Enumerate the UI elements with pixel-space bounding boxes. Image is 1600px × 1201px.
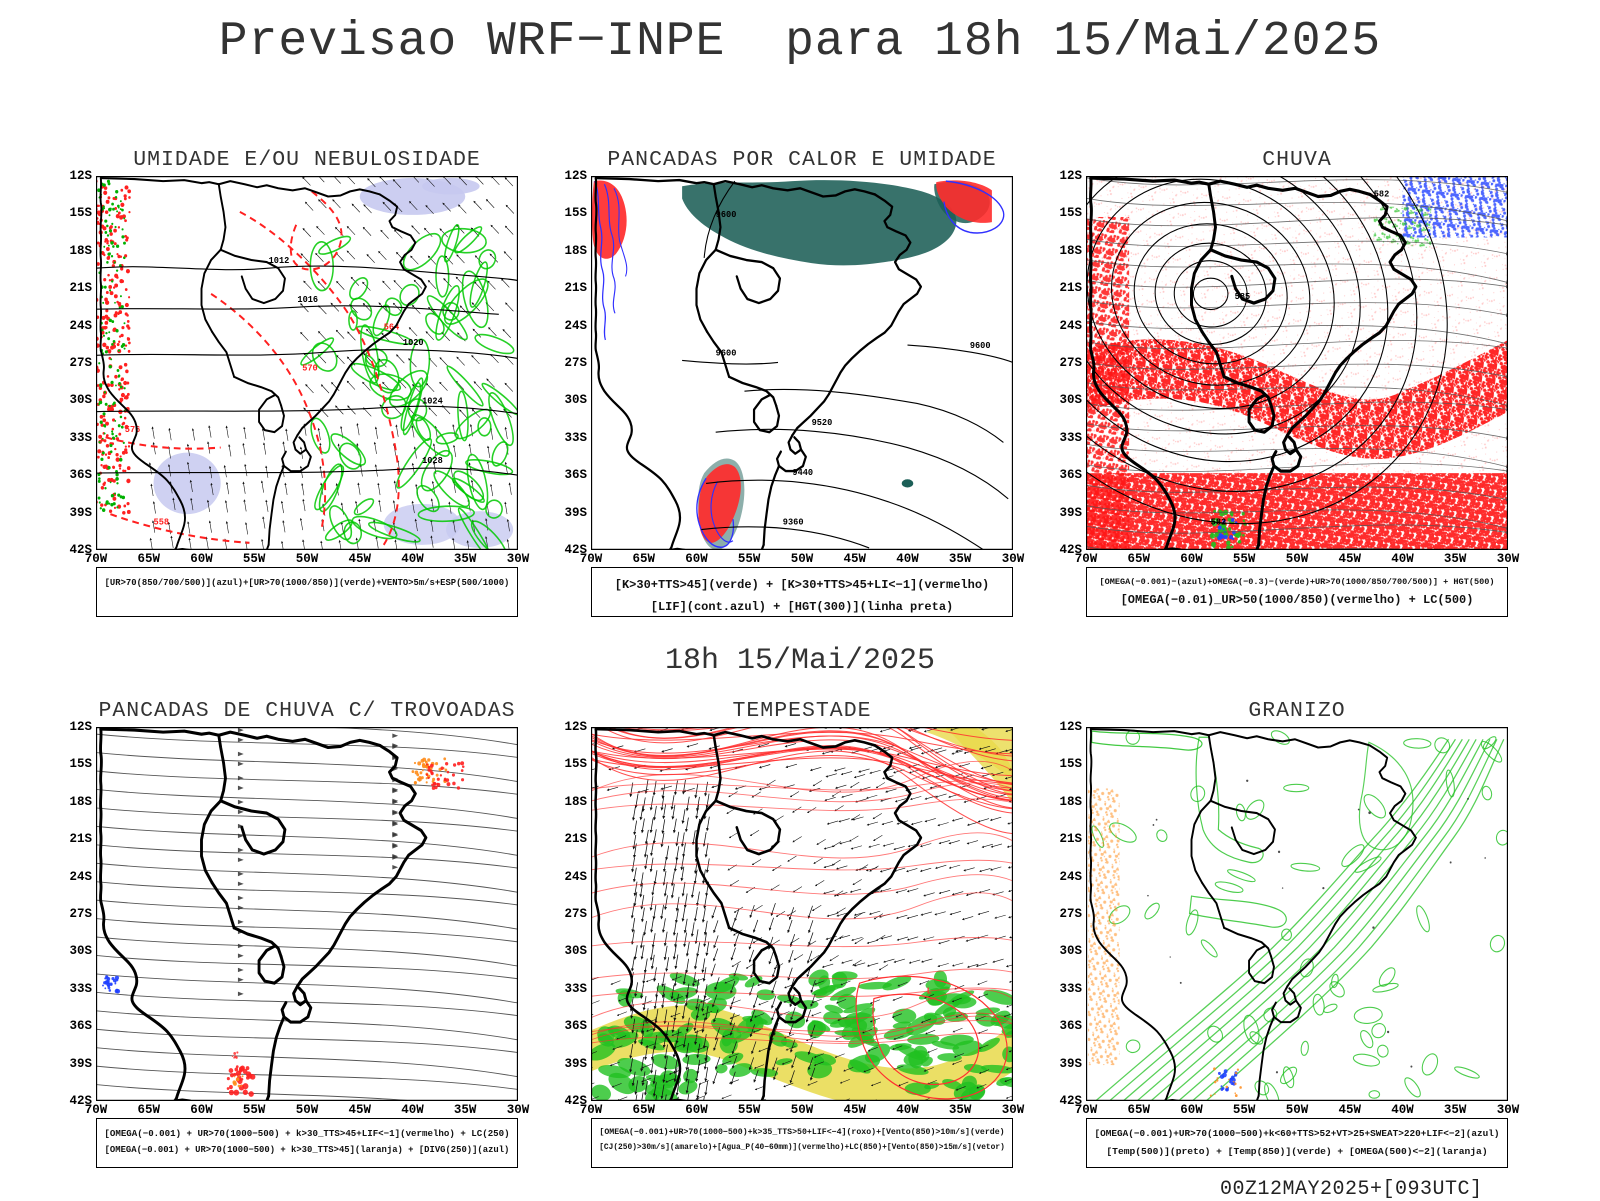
svg-text:9360: 9360: [783, 517, 804, 527]
svg-text:1024: 1024: [422, 396, 443, 406]
svg-text:570: 570: [302, 363, 318, 373]
svg-text:9440: 9440: [792, 468, 813, 478]
svg-text:576: 576: [125, 425, 141, 435]
svg-text:9520: 9520: [812, 418, 833, 428]
svg-text:1020: 1020: [403, 338, 424, 348]
svg-text:9600: 9600: [970, 341, 991, 351]
svg-text:582: 582: [1211, 517, 1227, 527]
svg-text:1016: 1016: [297, 295, 318, 305]
svg-text:L: L: [927, 986, 932, 996]
svg-text:558: 558: [154, 517, 170, 527]
svg-text:1028: 1028: [422, 456, 443, 466]
